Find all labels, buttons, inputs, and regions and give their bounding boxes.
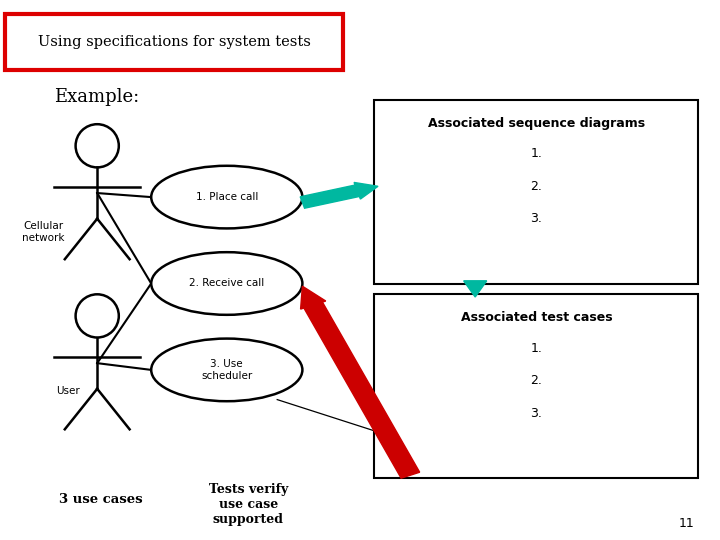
- FancyBboxPatch shape: [374, 100, 698, 284]
- Text: 3.: 3.: [531, 407, 542, 420]
- Text: 2.: 2.: [531, 180, 542, 193]
- Polygon shape: [300, 183, 378, 208]
- Text: 3. Use
scheduler: 3. Use scheduler: [201, 359, 253, 381]
- FancyBboxPatch shape: [5, 14, 343, 70]
- Text: 1.: 1.: [531, 342, 542, 355]
- Ellipse shape: [76, 124, 119, 167]
- Text: 2. Receive call: 2. Receive call: [189, 279, 264, 288]
- Text: 2.: 2.: [531, 374, 542, 387]
- FancyBboxPatch shape: [374, 294, 698, 478]
- Text: Associated test cases: Associated test cases: [461, 311, 612, 324]
- Text: Associated sequence diagrams: Associated sequence diagrams: [428, 117, 645, 130]
- Text: User: User: [57, 386, 80, 396]
- Polygon shape: [301, 286, 420, 478]
- Text: 11: 11: [679, 517, 695, 530]
- Text: 1. Place call: 1. Place call: [196, 192, 258, 202]
- Ellipse shape: [151, 166, 302, 228]
- Text: 3.: 3.: [531, 212, 542, 225]
- Text: Example:: Example:: [54, 88, 139, 106]
- Text: Using specifications for system tests: Using specifications for system tests: [38, 35, 310, 49]
- Text: 3 use cases: 3 use cases: [59, 493, 143, 506]
- Ellipse shape: [76, 294, 119, 338]
- Text: 1.: 1.: [531, 147, 542, 160]
- Text: Cellular
network: Cellular network: [22, 221, 65, 243]
- Text: Tests verify
use case
supported: Tests verify use case supported: [209, 483, 288, 526]
- Ellipse shape: [151, 339, 302, 401]
- Ellipse shape: [151, 252, 302, 315]
- Polygon shape: [464, 281, 487, 297]
